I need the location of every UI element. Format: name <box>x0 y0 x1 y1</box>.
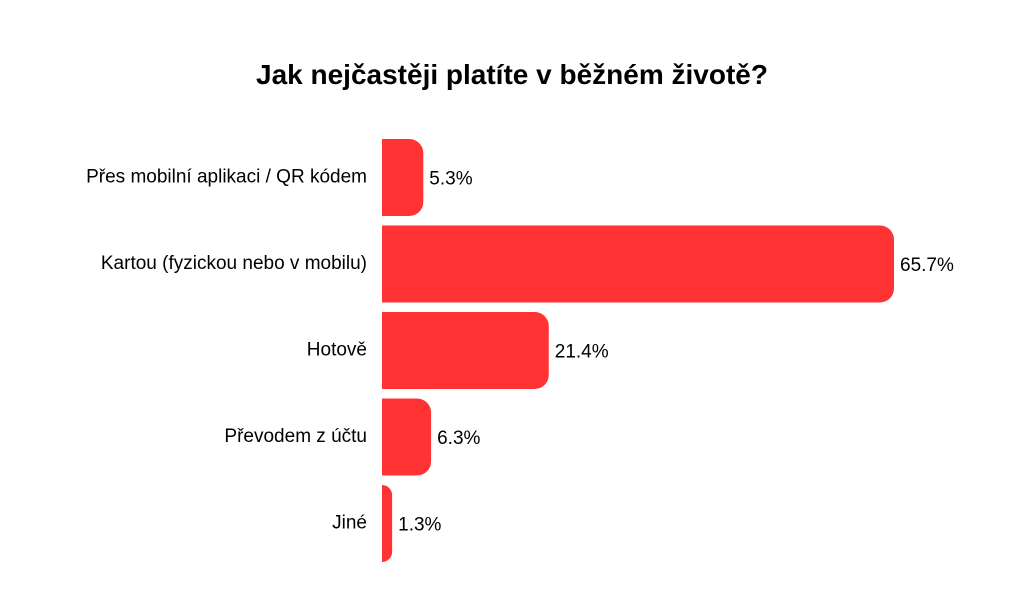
bar-3 <box>382 398 432 476</box>
value-label: 5.3% <box>429 169 472 190</box>
category-label: Jiné <box>332 513 367 534</box>
bar-4 <box>382 485 393 562</box>
value-label: 1.3% <box>398 515 441 536</box>
category-label: Převodem z účtu <box>224 426 367 447</box>
value-label: 6.3% <box>437 428 480 449</box>
category-label: Kartou (fyzickou nebo v mobilu) <box>101 253 367 274</box>
value-label: 21.4% <box>555 342 609 363</box>
category-label: Hotově <box>307 340 367 361</box>
bar-0 <box>382 139 424 216</box>
chart-title: Jak nejčastěji platíte v běžném životě? <box>256 59 768 90</box>
bar-2 <box>382 312 549 389</box>
value-label: 65.7% <box>900 255 954 276</box>
bars-layer: Přes mobilní aplikaci / QR kódem 5.3% Kart… <box>86 139 954 562</box>
bar-1 <box>382 225 894 303</box>
category-label: Přes mobilní aplikaci / QR kódem <box>86 167 367 188</box>
